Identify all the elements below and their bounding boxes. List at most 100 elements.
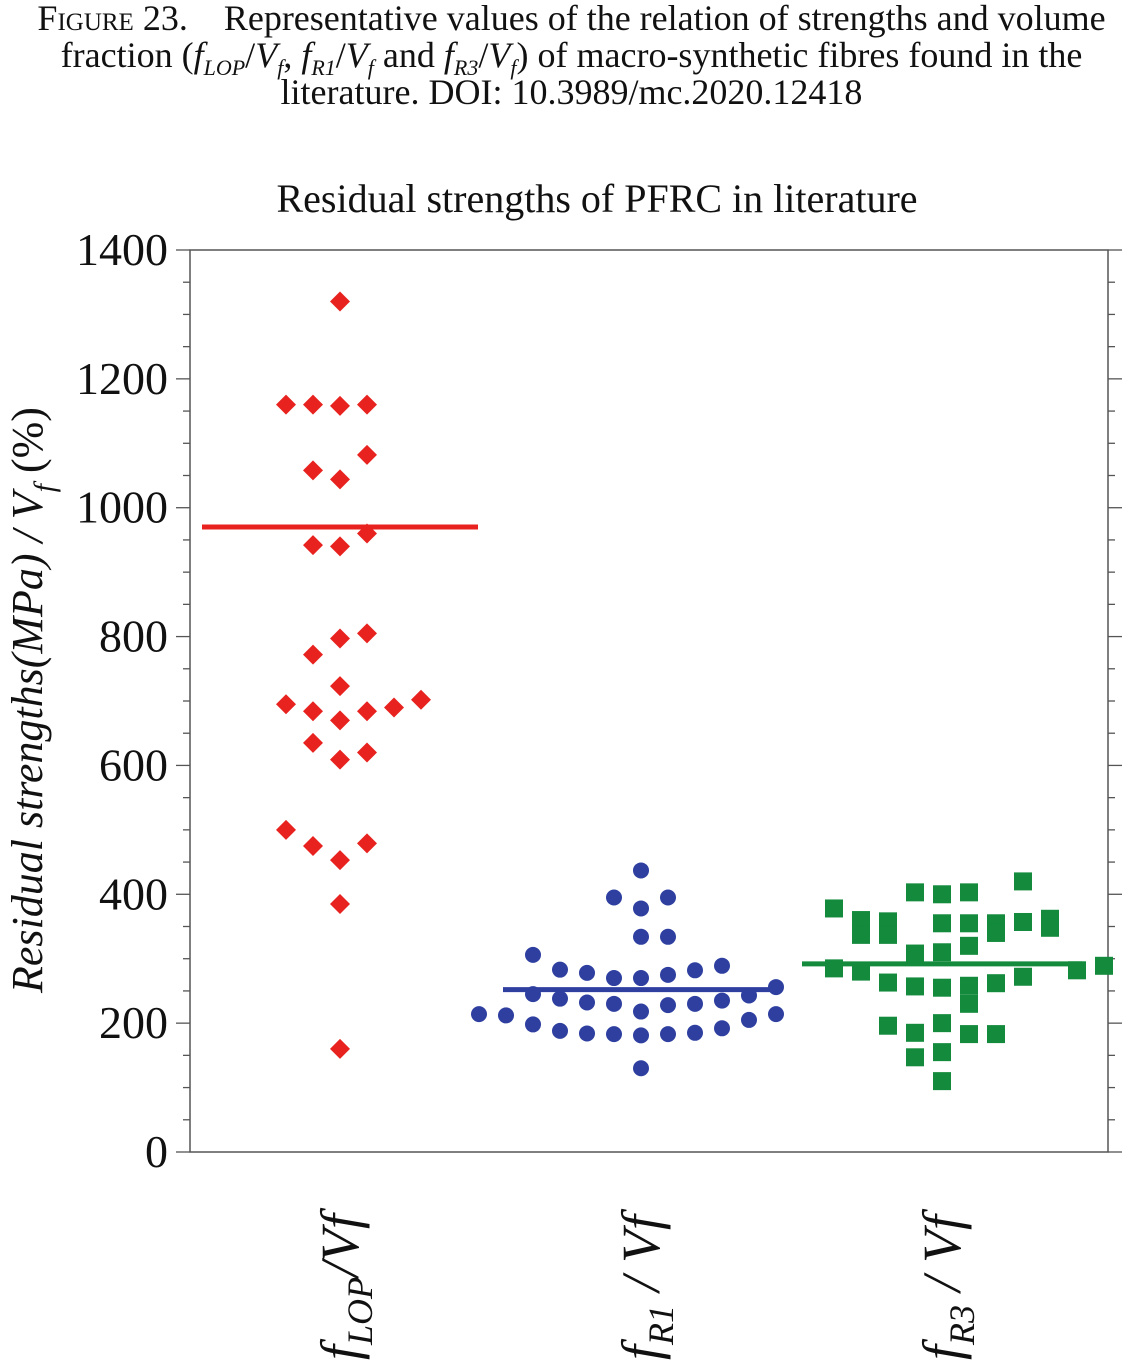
- data-point-square: [960, 976, 978, 995]
- data-point-square: [852, 911, 870, 930]
- y-tick-label: 800: [99, 611, 168, 662]
- caption-text-part1: Representative values of the relation of…: [60, 0, 1106, 75]
- data-point-diamond: [411, 689, 431, 710]
- data-point-circle: [498, 1007, 514, 1024]
- y-axis-tick-labels: 0 200 400 600 800 1000 1200 1400: [76, 224, 168, 1177]
- data-point-square: [825, 899, 843, 918]
- data-point-square: [852, 925, 870, 944]
- x-category-label: fR1 / Vf: [611, 1208, 681, 1360]
- data-point-circle: [525, 946, 541, 963]
- data-point-diamond: [303, 701, 323, 722]
- data-point-diamond: [303, 835, 323, 856]
- data-point-circle: [687, 995, 703, 1012]
- data-point-circle: [768, 1006, 784, 1023]
- data-point-circle: [714, 957, 730, 974]
- data-point-circle: [687, 962, 703, 979]
- data-point-circle: [633, 1060, 649, 1077]
- data-point-diamond: [330, 850, 350, 871]
- y-tick-label: 1000: [76, 482, 168, 533]
- data-point-diamond: [303, 394, 323, 415]
- chart-title: Residual strengths of PFRC in literature: [276, 176, 917, 221]
- data-point-circle: [633, 928, 649, 945]
- data-point-diamond: [276, 394, 296, 415]
- figure-label: Figure 23.: [37, 0, 188, 38]
- data-point-circle: [579, 1025, 595, 1042]
- data-point-circle: [552, 1022, 568, 1039]
- data-point-diamond: [303, 535, 323, 556]
- data-point-circle: [633, 1027, 649, 1044]
- data-point-diamond: [357, 701, 377, 722]
- data-point-circle: [579, 994, 595, 1011]
- data-point-square: [987, 1025, 1005, 1044]
- y-tick-label: 200: [99, 997, 168, 1048]
- data-point-diamond: [303, 732, 323, 753]
- data-point-square: [906, 883, 924, 902]
- data-point-diamond: [330, 1038, 350, 1059]
- data-point-square: [960, 914, 978, 933]
- data-point-square: [987, 923, 1005, 942]
- data-point-square: [933, 943, 951, 962]
- data-point-circle: [606, 995, 622, 1012]
- data-point-diamond: [330, 676, 350, 697]
- data-point-circle: [579, 964, 595, 981]
- data-point-square: [960, 994, 978, 1013]
- data-point-diamond: [384, 697, 404, 718]
- data-point-square: [933, 914, 951, 933]
- data-point-diamond: [330, 628, 350, 649]
- data-point-diamond: [357, 523, 377, 544]
- data-point-circle: [660, 1026, 676, 1043]
- data-point-circle: [714, 1020, 730, 1037]
- data-point-square: [1041, 918, 1059, 937]
- data-point-square: [852, 962, 870, 981]
- data-point-diamond: [357, 444, 377, 465]
- data-point-circle: [606, 889, 622, 906]
- y-tick-label: 1400: [76, 224, 168, 275]
- data-point-circle: [660, 889, 676, 906]
- data-point-square: [879, 1016, 897, 1035]
- x-category-label: fLOP/Vf: [310, 1207, 380, 1360]
- data-point-circle: [633, 970, 649, 987]
- data-point-circle: [768, 979, 784, 996]
- figure-caption: Figure 23. Representative values of the …: [37, 0, 1106, 112]
- data-point-square: [906, 1048, 924, 1067]
- data-point-circle: [606, 970, 622, 987]
- data-point-square: [987, 974, 1005, 993]
- data-point-circle: [660, 928, 676, 945]
- data-point-diamond: [330, 893, 350, 914]
- data-point-diamond: [357, 742, 377, 763]
- data-point-circle: [633, 862, 649, 879]
- data-point-square: [906, 1023, 924, 1042]
- data-point-diamond: [357, 833, 377, 854]
- data-point-circle: [741, 1011, 757, 1028]
- data-point-circle: [552, 961, 568, 978]
- data-point-diamond: [330, 749, 350, 770]
- data-point-circle: [606, 1026, 622, 1043]
- data-point-square: [1014, 872, 1032, 891]
- data-point-diamond: [330, 536, 350, 557]
- data-point-square: [879, 925, 897, 944]
- y-axis-ticks: [176, 249, 1122, 1153]
- data-point-diamond: [330, 469, 350, 490]
- data-point-circle: [660, 966, 676, 983]
- data-point-square: [960, 883, 978, 902]
- y-tick-label: 1200: [76, 353, 168, 404]
- data-point-square: [933, 978, 951, 997]
- plot-frame: [189, 249, 1109, 1153]
- data-point-square: [933, 1072, 951, 1091]
- data-point-square: [1095, 956, 1113, 975]
- data-point-diamond: [276, 694, 296, 715]
- data-point-circle: [471, 1006, 487, 1023]
- y-tick-label: 400: [99, 868, 168, 919]
- data-point-diamond: [303, 644, 323, 665]
- data-point-square: [906, 977, 924, 996]
- data-point-square: [879, 973, 897, 992]
- data-point-square: [879, 912, 897, 931]
- data-point-square: [825, 959, 843, 978]
- data-point-circle: [525, 986, 541, 1003]
- data-point-square: [1068, 961, 1086, 980]
- data-point-circle: [633, 1003, 649, 1020]
- data-point-diamond: [303, 460, 323, 481]
- data-point-circle: [660, 997, 676, 1014]
- x-axis-category-labels: fLOP/Vf fR1 / Vf fR3 / Vf: [310, 1207, 982, 1360]
